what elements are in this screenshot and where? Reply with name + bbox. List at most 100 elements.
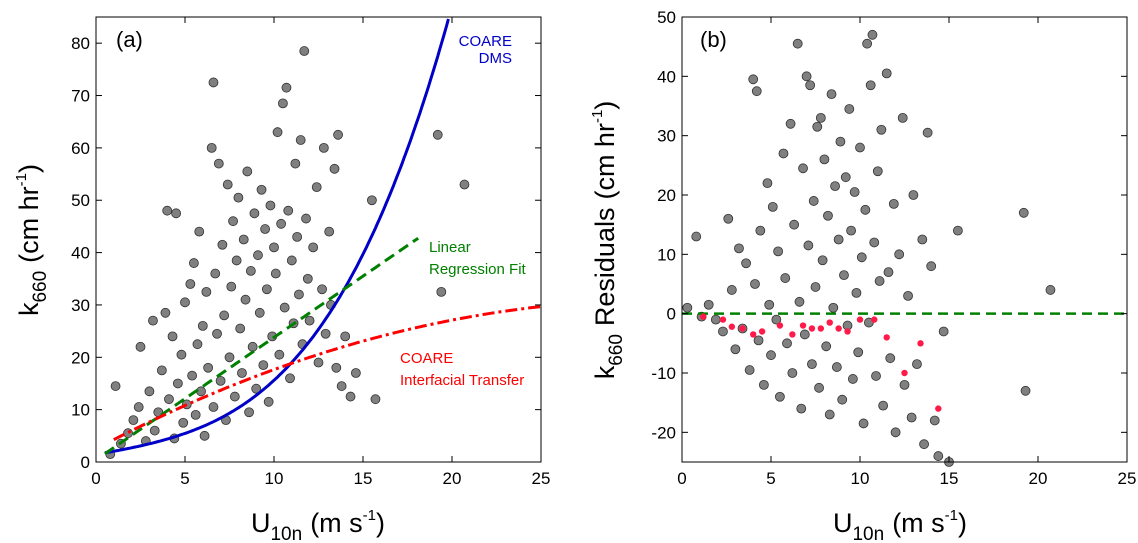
- data-point: [290, 158, 301, 169]
- residual-point: [824, 409, 835, 420]
- data-point: [277, 98, 288, 109]
- panel-b-x-ticks: 0 5 10 15 20 25: [677, 17, 1136, 488]
- residual-point: [922, 127, 933, 138]
- data-point: [279, 302, 290, 313]
- residual-point: [771, 314, 782, 325]
- residual-point: [874, 276, 885, 286]
- data-point: [263, 396, 274, 407]
- y-tick-label: 10: [71, 401, 90, 420]
- residual-point: [805, 80, 816, 91]
- bin-mean-point: [835, 325, 842, 332]
- data-point: [270, 268, 281, 279]
- residual-point: [853, 347, 864, 358]
- panel-a-label: (a): [116, 27, 143, 52]
- data-point: [432, 129, 443, 140]
- panel-a-x-ticks: 0 5 10 15 20 25: [91, 17, 550, 488]
- data-point: [459, 179, 470, 190]
- data-point: [215, 375, 226, 386]
- residual-point: [826, 89, 837, 100]
- data-point: [237, 368, 247, 378]
- bin-mean-point: [789, 331, 796, 338]
- data-point: [110, 381, 121, 391]
- data-point: [286, 255, 297, 266]
- data-point: [160, 307, 171, 318]
- residual-point: [846, 225, 856, 236]
- residual-point: [865, 80, 876, 91]
- residual-point: [803, 240, 814, 251]
- residual-point: [851, 287, 862, 298]
- residual-point: [835, 136, 846, 147]
- panel-b-y-ticks: -20 -10 0 10 20 30 40 50: [651, 8, 1127, 442]
- residual-point: [926, 261, 937, 272]
- panel-a-y-ticks: 0 10 20 30 40 50 60 70 80: [71, 34, 541, 472]
- residual-point: [789, 219, 800, 230]
- residual-point: [1020, 385, 1031, 396]
- residual-point: [844, 104, 855, 114]
- residual-point: [830, 181, 840, 192]
- y-tick-label: 80: [71, 34, 90, 53]
- data-point: [164, 394, 174, 405]
- residual-point: [780, 273, 791, 283]
- annot-coare-dms-2: DMS: [479, 50, 512, 67]
- data-point: [194, 226, 205, 237]
- panel-b: 0 5 10 15 20 25 -20 -10 0 10 20 30 40 50 (b) U10n (m …: [589, 8, 1136, 543]
- data-point: [203, 362, 214, 373]
- data-point: [317, 284, 327, 295]
- residual-point: [885, 353, 896, 364]
- panel-b-x-axis-label: U10n (m s-1): [833, 507, 967, 543]
- x-tick-label: 25: [1118, 469, 1137, 488]
- data-point: [340, 331, 351, 342]
- data-point: [172, 378, 183, 389]
- residual-point: [871, 371, 881, 381]
- data-point: [261, 284, 272, 295]
- residual-point: [883, 267, 894, 278]
- residual-point: [792, 38, 803, 49]
- residual-point: [798, 163, 808, 174]
- residual-point: [710, 314, 721, 325]
- data-point: [144, 386, 155, 397]
- residual-point: [1045, 285, 1056, 295]
- data-point: [292, 231, 303, 242]
- bin-mean-point: [917, 340, 924, 347]
- data-point: [313, 357, 324, 368]
- residual-point: [929, 415, 940, 426]
- bin-mean-point: [700, 313, 707, 320]
- data-point: [350, 368, 361, 378]
- linear-regression-line: [104, 236, 420, 456]
- residual-point: [833, 234, 844, 245]
- data-point: [242, 166, 253, 177]
- data-point: [265, 200, 276, 211]
- residual-point: [799, 329, 810, 340]
- data-point: [149, 425, 160, 436]
- data-point: [302, 273, 313, 284]
- residual-point: [730, 344, 741, 355]
- data-point: [235, 323, 246, 334]
- data-point: [233, 192, 244, 203]
- data-point: [318, 142, 329, 153]
- panel-b-axes-frame: [681, 16, 1128, 463]
- data-point: [336, 381, 347, 391]
- residual-point: [726, 285, 737, 295]
- bin-mean-point: [935, 405, 942, 412]
- data-point: [212, 328, 222, 339]
- data-point: [197, 320, 208, 331]
- data-point: [188, 258, 199, 268]
- data-point: [180, 297, 190, 308]
- data-point: [331, 362, 342, 373]
- y-tick-label: 40: [71, 244, 90, 263]
- data-point: [276, 218, 287, 229]
- data-point: [251, 383, 262, 394]
- residual-point: [787, 368, 798, 378]
- data-point: [283, 205, 294, 216]
- residual-point: [758, 379, 769, 390]
- data-point: [238, 234, 249, 245]
- data-point: [208, 77, 219, 88]
- annot-coare-it-1: COARE: [400, 350, 453, 367]
- annot-coare-it-2: Interfacial Transfer: [400, 372, 524, 389]
- residual-point: [751, 86, 762, 97]
- residual-point: [917, 234, 928, 245]
- residual-point: [876, 124, 887, 135]
- residual-point: [855, 142, 865, 153]
- data-point: [226, 281, 237, 292]
